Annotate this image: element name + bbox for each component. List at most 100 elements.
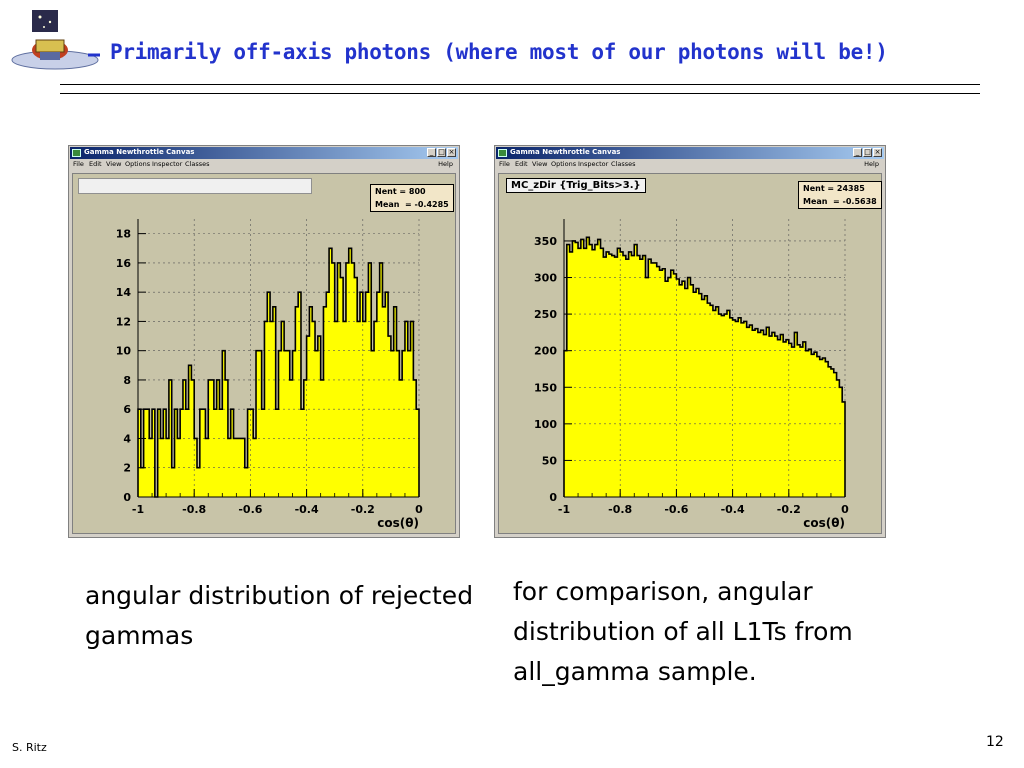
histogram-bin bbox=[326, 292, 330, 497]
histogram-bin bbox=[166, 438, 170, 497]
menu-edit[interactable]: Edit bbox=[515, 160, 528, 168]
histogram-bin bbox=[763, 334, 767, 497]
stats-box: Nent = 800 Mean = -0.4285 bbox=[370, 184, 454, 212]
histogram-bin bbox=[146, 409, 150, 497]
menu-help[interactable]: Help bbox=[864, 160, 879, 168]
histogram-bin bbox=[825, 361, 829, 497]
histogram-bin bbox=[388, 336, 392, 497]
y-tick-label: 6 bbox=[123, 403, 131, 416]
x-tick-label: 0 bbox=[415, 503, 423, 516]
histogram-outline bbox=[137, 247, 420, 498]
caption-all-l1t: for comparison, angular distribution of … bbox=[513, 577, 853, 686]
menu-file[interactable]: File bbox=[499, 160, 510, 168]
histogram-bin bbox=[566, 244, 571, 497]
histogram-bin bbox=[286, 350, 291, 497]
histogram-bin bbox=[729, 317, 733, 497]
histogram-bin bbox=[738, 317, 742, 497]
histogram-bin bbox=[637, 255, 641, 497]
histogram-bin bbox=[264, 321, 268, 497]
histogram-bin bbox=[808, 349, 812, 497]
x-tick-label: -0.6 bbox=[238, 503, 262, 516]
menu-classes[interactable]: Classes bbox=[185, 160, 210, 168]
canvas-window-rejected[interactable]: Gamma Newthrottle Canvas _ □ × File Edit… bbox=[68, 145, 460, 538]
x-tick-label: -0.2 bbox=[351, 503, 375, 516]
histogram-bin bbox=[222, 350, 226, 497]
histogram-bin bbox=[188, 365, 192, 497]
histogram-bin bbox=[171, 467, 175, 497]
histogram-bin bbox=[594, 244, 599, 497]
histogram-bin bbox=[611, 255, 615, 497]
histogram-bin bbox=[140, 467, 145, 497]
histogram-pad[interactable]: -1 -0.8 -0.6 -0.4 -0.2 0 0 2 4 6 8 10 12 14 16 18 cos(θ)… bbox=[72, 173, 456, 534]
y-tick-label: 14 bbox=[116, 286, 132, 299]
menu-classes[interactable]: Classes bbox=[611, 160, 636, 168]
histogram-bin bbox=[334, 321, 338, 497]
minimize-button[interactable]: _ bbox=[853, 148, 862, 157]
maximize-button[interactable]: □ bbox=[437, 148, 446, 157]
x-tick-label: -0.6 bbox=[664, 503, 688, 516]
histogram-bin bbox=[281, 321, 285, 497]
histogram-bin bbox=[575, 242, 579, 497]
y-tick-label: 100 bbox=[534, 418, 557, 431]
histogram-chart-all-l1t: -1 -0.8 -0.6 -0.4 -0.2 0 0 50 100 150 200 250 300 350… bbox=[534, 219, 849, 530]
histogram-bin bbox=[374, 321, 378, 497]
maximize-button[interactable]: □ bbox=[863, 148, 872, 157]
close-button[interactable]: × bbox=[447, 148, 456, 157]
menubar: File Edit View Options Inspector Classes… bbox=[71, 160, 457, 171]
histogram-bin bbox=[250, 409, 254, 497]
y-tick-label: 150 bbox=[534, 381, 557, 394]
histogram-bin bbox=[320, 379, 324, 497]
menu-view[interactable]: View bbox=[532, 160, 548, 168]
histogram-bin bbox=[589, 244, 593, 497]
histogram-bin bbox=[244, 467, 248, 497]
histogram-bin bbox=[317, 336, 322, 497]
histogram-bin bbox=[724, 314, 728, 497]
x-tick-label: -0.2 bbox=[777, 503, 801, 516]
histogram-bin bbox=[684, 288, 689, 497]
histogram-title-box bbox=[78, 178, 312, 194]
close-button[interactable]: × bbox=[873, 148, 882, 157]
menu-inspector[interactable]: Inspector bbox=[578, 160, 609, 168]
histogram-bin bbox=[783, 341, 787, 497]
histogram-bin bbox=[653, 262, 658, 497]
histogram-bin bbox=[659, 270, 663, 497]
histogram-bin bbox=[771, 332, 776, 497]
window-titlebar[interactable]: Gamma Newthrottle Canvas _ □ × bbox=[70, 147, 458, 159]
y-tick-label: 300 bbox=[534, 272, 557, 285]
histogram-bin bbox=[805, 350, 809, 497]
histogram-bin bbox=[230, 409, 234, 497]
menu-inspector[interactable]: Inspector bbox=[152, 160, 183, 168]
histogram-bin bbox=[233, 438, 237, 497]
histogram-bin bbox=[157, 409, 161, 497]
minimize-button[interactable]: _ bbox=[427, 148, 436, 157]
y-tick-label: 200 bbox=[534, 345, 557, 358]
histogram-bin bbox=[760, 330, 764, 497]
histogram-bin bbox=[814, 352, 818, 497]
menu-file[interactable]: File bbox=[73, 160, 84, 168]
histogram-bin bbox=[152, 409, 156, 497]
histogram-bin bbox=[639, 259, 644, 497]
menu-options[interactable]: Options bbox=[125, 160, 151, 168]
canvas-window-all-l1t[interactable]: Gamma Newthrottle Canvas _ □ × File Edit… bbox=[494, 145, 886, 538]
author: S. Ritz bbox=[12, 741, 47, 754]
menu-options[interactable]: Options bbox=[551, 160, 577, 168]
window-titlebar[interactable]: Gamma Newthrottle Canvas _ □ × bbox=[496, 147, 884, 159]
histogram-bin bbox=[710, 305, 714, 497]
histogram-bin bbox=[239, 438, 243, 497]
menu-edit[interactable]: Edit bbox=[89, 160, 102, 168]
histogram-bin bbox=[819, 359, 823, 497]
histogram-bin bbox=[256, 350, 260, 497]
histogram-bin bbox=[278, 350, 282, 497]
histogram-pad[interactable]: -1 -0.8 -0.6 -0.4 -0.2 0 0 50 100 150 200 250 300 350… bbox=[498, 173, 882, 534]
menu-help[interactable]: Help bbox=[438, 160, 453, 168]
histogram-bin bbox=[743, 321, 748, 497]
histogram-bin bbox=[794, 332, 798, 497]
menu-view[interactable]: View bbox=[106, 160, 122, 168]
histogram-bin bbox=[822, 358, 826, 497]
histogram-bin bbox=[634, 244, 638, 497]
histogram-bin bbox=[174, 409, 178, 497]
histogram-bin bbox=[298, 292, 302, 497]
histogram-bin bbox=[842, 401, 846, 497]
histogram-bin bbox=[696, 288, 700, 497]
histogram-bin bbox=[651, 262, 655, 497]
